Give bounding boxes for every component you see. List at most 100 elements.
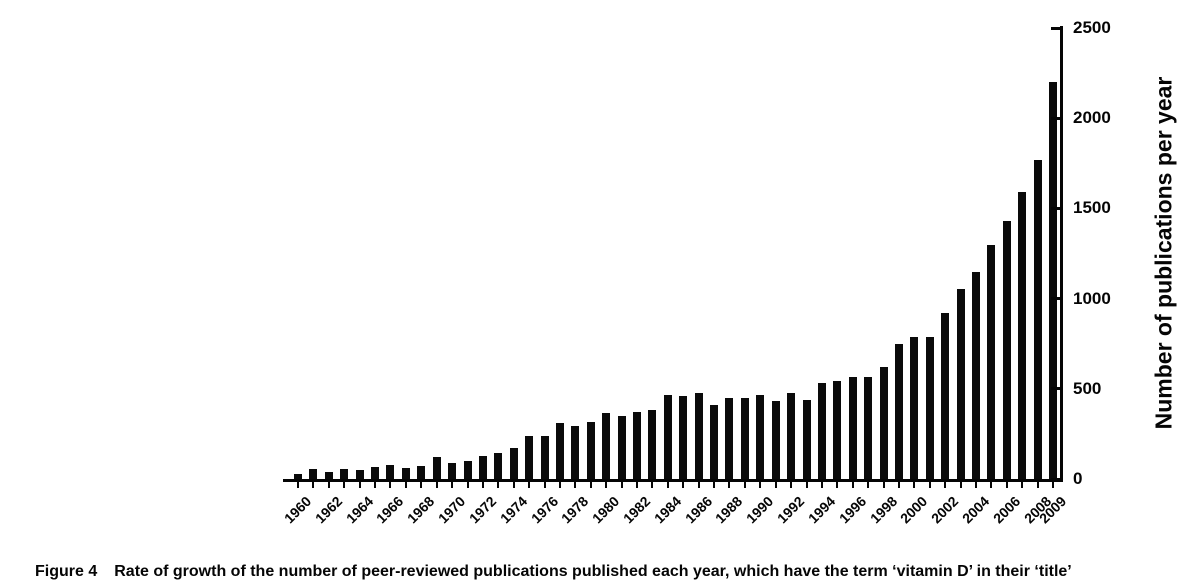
x-axis-tick <box>297 482 299 488</box>
bar-1969 <box>432 457 441 479</box>
bar-2005 <box>987 244 996 479</box>
x-axis-tick <box>1005 482 1008 488</box>
y-axis-tick <box>1051 116 1060 120</box>
bar-1962 <box>324 471 333 479</box>
bar-1966 <box>386 464 395 479</box>
bar-1999 <box>894 344 903 479</box>
x-axis-tick <box>1021 482 1024 488</box>
x-axis-tick <box>466 482 469 488</box>
x-axis-tick <box>574 482 577 488</box>
bar-2007 <box>1018 192 1027 479</box>
x-axis-tick <box>528 482 531 488</box>
x-axis-tick <box>404 482 407 488</box>
bar-2003 <box>956 288 965 479</box>
bar-1974 <box>509 448 518 479</box>
x-axis-tick <box>743 482 746 488</box>
bar-1981 <box>617 415 626 479</box>
x-axis-tick <box>851 482 854 488</box>
bar-2001 <box>925 337 934 479</box>
x-axis-tick <box>374 482 376 488</box>
bar-1997 <box>864 376 873 479</box>
x-axis-tick <box>897 482 900 488</box>
bar-1995 <box>833 381 842 479</box>
y-axis-line <box>1060 26 1063 482</box>
figure-caption-text: Rate of growth of the number of peer-rev… <box>114 563 1072 580</box>
bar-1989 <box>740 397 749 479</box>
x-axis-tick <box>913 482 916 488</box>
bar-2002 <box>941 313 950 479</box>
bar-1963 <box>340 469 349 479</box>
bar-2009 <box>1049 82 1057 479</box>
x-axis-tick <box>605 482 608 488</box>
x-axis-tick <box>358 482 361 488</box>
x-axis-tick <box>882 482 885 488</box>
x-axis-tick <box>728 482 731 488</box>
x-axis-tick <box>820 482 823 488</box>
bar-1971 <box>463 461 472 479</box>
x-axis-tick <box>327 482 330 488</box>
y-tick-label: 0 <box>1073 469 1083 488</box>
x-axis-tick <box>759 482 762 488</box>
x-axis-tick <box>697 482 700 488</box>
bar-1965 <box>371 467 379 479</box>
bar-1972 <box>478 456 487 479</box>
x-axis-tick <box>636 482 638 488</box>
x-axis-line <box>283 479 1063 482</box>
bar-1979 <box>586 422 595 479</box>
bar-2004 <box>972 271 980 479</box>
bar-1968 <box>417 466 426 479</box>
x-axis-tick <box>774 482 777 488</box>
y-axis-tick <box>1051 297 1060 301</box>
bar-1978 <box>571 425 580 479</box>
bar-1961 <box>309 469 318 479</box>
x-axis-tick <box>682 482 685 488</box>
bar-1964 <box>355 470 364 479</box>
x-axis-tick <box>666 482 669 488</box>
bar-1973 <box>494 452 503 479</box>
x-axis-tick <box>420 482 423 488</box>
bar-1967 <box>401 467 410 479</box>
bar-2006 <box>1002 221 1011 479</box>
plot-area <box>283 26 1063 488</box>
y-tick-label: 1000 <box>1073 288 1111 308</box>
bar-1991 <box>771 400 780 479</box>
x-axis-tick <box>481 482 484 488</box>
bar-1986 <box>694 392 703 479</box>
x-axis-tick <box>944 482 947 488</box>
x-axis-tick <box>928 482 931 488</box>
bar-1987 <box>710 405 718 479</box>
bar-1983 <box>648 409 657 479</box>
x-axis-tick <box>312 482 315 488</box>
bar-2000 <box>910 336 919 479</box>
figure-caption-label: Figure 4 <box>35 563 98 580</box>
bar-1960 <box>294 473 302 479</box>
bar-2008 <box>1033 159 1042 479</box>
bar-1996 <box>848 377 857 479</box>
bar-1988 <box>725 398 734 479</box>
x-axis-tick <box>805 482 808 488</box>
x-axis-tick <box>790 482 793 488</box>
y-axis-tick <box>1051 387 1060 391</box>
x-axis-tick <box>1036 482 1039 488</box>
figure-caption: Figure 4 Rate of growth of the number of … <box>35 563 1072 581</box>
x-axis-tick <box>651 482 654 488</box>
y-tick-label: 2000 <box>1073 108 1111 128</box>
x-axis-tick <box>543 482 546 488</box>
x-axis-tick <box>867 482 870 488</box>
x-axis-tick <box>512 482 515 488</box>
x-axis-tick <box>990 482 993 488</box>
bar-1975 <box>525 435 534 479</box>
bar-1984 <box>663 395 672 479</box>
x-axis-tick <box>959 482 962 488</box>
x-axis-tick <box>620 482 623 488</box>
x-axis-tick <box>1052 482 1054 488</box>
x-axis-tick <box>435 482 438 488</box>
x-axis-tick <box>389 482 392 488</box>
x-axis-tick <box>497 482 500 488</box>
x-axis-tick <box>343 482 346 488</box>
y-axis-tick <box>1051 26 1060 30</box>
bar-1982 <box>633 412 641 479</box>
bar-1990 <box>756 394 765 479</box>
bar-1998 <box>879 367 888 479</box>
bar-1993 <box>802 400 811 479</box>
